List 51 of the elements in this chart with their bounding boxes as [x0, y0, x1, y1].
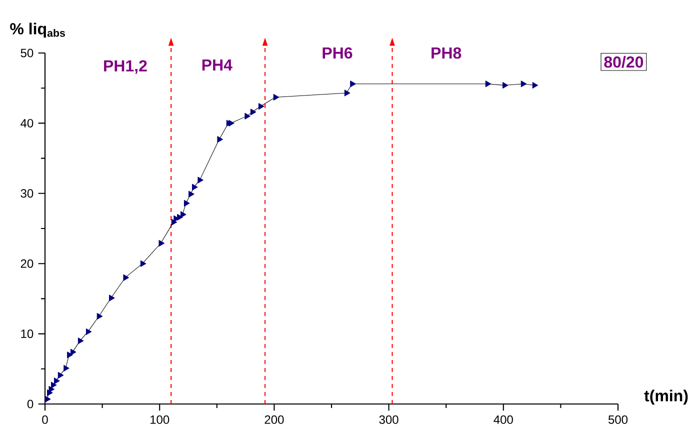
point [273, 94, 280, 101]
annotation: PH8 [432, 47, 462, 59]
point [58, 372, 64, 378]
point [228, 120, 234, 126]
point [86, 328, 92, 335]
point [54, 378, 60, 384]
point [96, 312, 103, 320]
x-tick-label: 100 [150, 415, 170, 424]
y-tick-label: 40 [20, 118, 34, 128]
point [198, 176, 204, 184]
point [109, 294, 115, 302]
y-tick-label: 10 [21, 330, 34, 338]
x-axis-title: t(min) [644, 390, 688, 405]
point [258, 103, 264, 110]
point [244, 112, 250, 120]
point [350, 80, 356, 88]
point [184, 200, 190, 207]
annotation: PH6 [322, 47, 352, 59]
point [44, 396, 51, 402]
point [177, 214, 183, 221]
point [188, 190, 194, 198]
x-tick-label: 0 [42, 415, 48, 424]
point [51, 382, 57, 388]
annotation: PH1,2 [104, 60, 147, 74]
annotation: 80/20 [604, 56, 644, 68]
y-tick-label: 50 [20, 48, 34, 58]
point [532, 82, 538, 89]
x-tick-label: 200 [264, 415, 284, 424]
y-tick-label: 0 [27, 400, 34, 408]
point [67, 352, 73, 358]
y-tick-label: 20 [20, 259, 34, 268]
x-tick-label: 300 [379, 415, 398, 424]
point [180, 211, 186, 218]
point [217, 136, 223, 143]
annotation: PH4 [202, 59, 232, 70]
point [485, 80, 492, 88]
point [123, 274, 129, 281]
point [78, 338, 84, 344]
point [64, 364, 70, 372]
point [70, 348, 76, 356]
point [344, 90, 350, 96]
x-tick-label: 500 [608, 415, 628, 424]
y-axis-title: % liq$_{abs}$ [10, 22, 65, 38]
y-tick-label: 30 [20, 189, 34, 198]
point [520, 80, 527, 88]
point [140, 260, 146, 267]
point [502, 82, 508, 89]
x-tick-label: 400 [494, 415, 513, 424]
point [158, 240, 164, 247]
point [192, 184, 198, 190]
point [250, 108, 256, 116]
